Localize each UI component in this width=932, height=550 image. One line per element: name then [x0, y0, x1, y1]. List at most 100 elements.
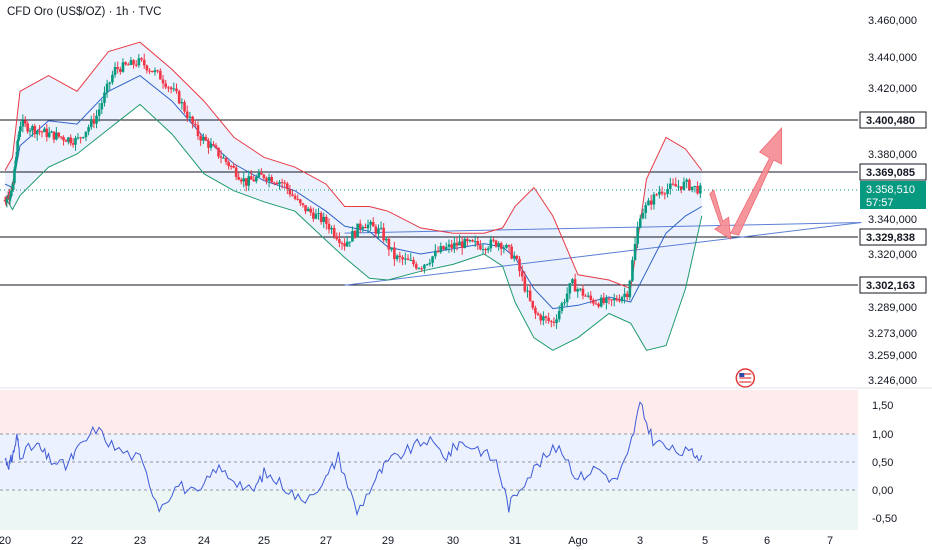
candle-body [275, 182, 279, 185]
time-tick-label: 20 [0, 535, 11, 547]
level-tag-label: 3.302,163 [866, 280, 915, 292]
candle-body [568, 283, 572, 294]
candle-body [100, 102, 104, 110]
candle-body [116, 66, 119, 70]
time-tick-label: 24 [198, 535, 210, 547]
candle-body [95, 115, 98, 124]
candle-body [489, 239, 493, 249]
candle-body [327, 223, 331, 230]
candle-body [693, 185, 697, 187]
candle-body [64, 140, 68, 142]
candle-body [351, 230, 354, 242]
candle-body [74, 137, 77, 145]
rsi-tick-label: 0,50 [872, 457, 893, 469]
candle-body [510, 246, 513, 259]
level-tag [859, 228, 927, 246]
price-tick-label: 3.440,000 [868, 52, 917, 64]
candle-body [499, 243, 503, 249]
candle-body [224, 157, 228, 162]
candle-body [164, 83, 168, 88]
candle-body [515, 255, 519, 259]
candle-body [55, 132, 58, 140]
level-tag-label: 3.369,085 [866, 167, 915, 179]
candle-body [636, 227, 639, 244]
candle-body [126, 64, 130, 66]
candle-body [594, 303, 598, 305]
candle-body [8, 197, 12, 199]
candle-body [612, 298, 616, 301]
candle-body [129, 60, 133, 65]
candle-body [234, 167, 238, 177]
last-price-tag [860, 181, 926, 209]
candle-body [10, 190, 13, 197]
bollinger-lower-line [4, 103, 703, 351]
time-tick-label: Ago [568, 535, 588, 547]
candle-body [628, 280, 632, 298]
candle-body [111, 74, 114, 83]
candle-body [423, 264, 426, 269]
candle-body [257, 172, 261, 178]
candle-body [293, 195, 297, 199]
candle-body [549, 321, 553, 323]
trendline [344, 222, 862, 234]
candle-body [618, 300, 621, 302]
candle-body [87, 127, 90, 132]
candle-body [153, 70, 157, 73]
candle-body [555, 319, 558, 323]
candle-body [175, 88, 178, 92]
time-tick-label: 6 [764, 535, 770, 547]
candle-body [586, 295, 590, 297]
candle-body [140, 58, 143, 60]
candle-body [565, 293, 569, 303]
candle-body [652, 194, 656, 205]
candle-body [447, 244, 451, 247]
candle-body [531, 300, 535, 308]
candle-body [16, 139, 20, 141]
candle-body [484, 249, 487, 251]
candle-body [52, 131, 56, 140]
candle-body [450, 244, 453, 248]
candle-body [82, 137, 85, 139]
candle-body [358, 223, 362, 229]
candle-body [33, 126, 37, 135]
candle-body [602, 297, 606, 303]
candle-body [649, 200, 653, 205]
bollinger-upper-line [4, 41, 703, 290]
candle-body [547, 317, 550, 322]
candle-body [14, 160, 18, 167]
candle-body [180, 102, 184, 104]
candle-body [374, 226, 378, 234]
candle-body [494, 240, 498, 247]
candle-body [379, 227, 383, 229]
candle-body [610, 299, 613, 301]
candle-body [364, 227, 367, 229]
oversold-zone [0, 490, 858, 530]
candle-body [463, 239, 467, 249]
candle-body [623, 293, 626, 297]
rsi-line [4, 401, 703, 517]
candle-body [239, 179, 243, 182]
candle-body [301, 203, 305, 206]
candle-body [466, 239, 469, 242]
candle-body [217, 147, 220, 157]
candle-body [666, 188, 669, 195]
candle-body [244, 178, 248, 186]
candle-body [605, 298, 608, 303]
candle-body [366, 224, 370, 229]
rsi-tick-label: -0,50 [872, 513, 897, 525]
time-tick-label: 23 [134, 535, 146, 547]
candle-body [425, 264, 429, 266]
level-tag-label: 3.329,838 [866, 232, 915, 244]
candle-body [19, 126, 22, 132]
candle-body [5, 198, 9, 203]
candle-body [417, 268, 421, 270]
candle-body [62, 137, 65, 141]
candle-body [442, 246, 445, 250]
candle-body [631, 260, 634, 281]
candle-body [15, 151, 19, 157]
up-projection-arrow [730, 127, 782, 236]
candle-body [688, 179, 691, 191]
candle-body [644, 205, 648, 213]
candle-body [428, 262, 432, 265]
